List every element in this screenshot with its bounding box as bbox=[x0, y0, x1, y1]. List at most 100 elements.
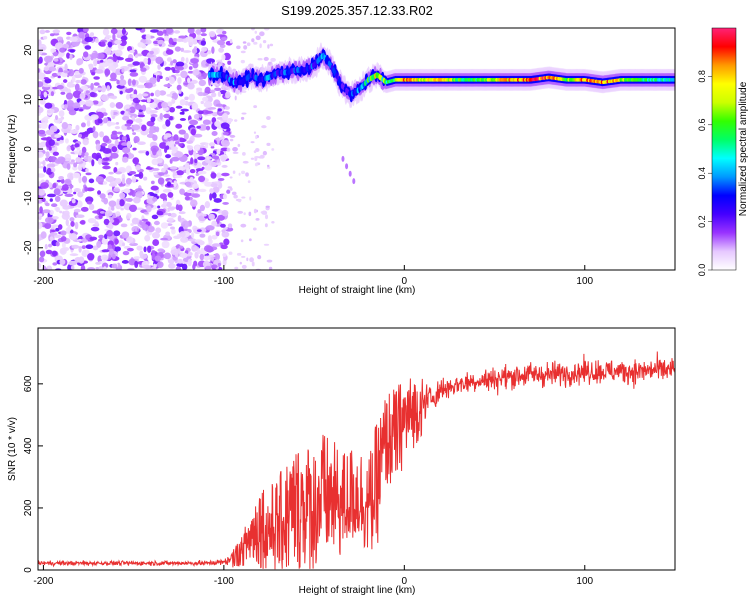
spectrogram-noise-mark bbox=[254, 156, 260, 159]
spectrogram-noise-mark bbox=[121, 260, 129, 264]
spectrogram-noise-mark bbox=[163, 200, 168, 206]
spectrogram-noise-mark bbox=[170, 156, 180, 162]
spectrogram-noise-mark bbox=[102, 28, 110, 36]
x-tick-label: 0 bbox=[402, 276, 408, 287]
spectrogram-noise-mark bbox=[187, 77, 191, 84]
spectrogram-noise-mark bbox=[221, 172, 230, 177]
spectrogram-noise-mark bbox=[211, 220, 218, 227]
spectrogram-noise-mark bbox=[215, 231, 220, 237]
spectrogram-noise-mark bbox=[64, 63, 68, 71]
spectrogram-noise-mark bbox=[110, 109, 114, 117]
spectrogram-noise-mark bbox=[161, 167, 166, 173]
spectrogram-noise-mark bbox=[180, 108, 189, 112]
spectrogram-noise-mark bbox=[171, 228, 176, 235]
spectrogram-noise-mark bbox=[109, 102, 116, 108]
spectrogram-noise-mark bbox=[38, 68, 41, 73]
spectrogram-noise-mark bbox=[135, 191, 143, 199]
spectrogram-noise-mark bbox=[57, 224, 63, 230]
spectrogram-noise-mark bbox=[179, 137, 184, 142]
spectrogram-noise-mark bbox=[185, 181, 192, 187]
spectrogram-noise-mark bbox=[74, 221, 79, 230]
spectrogram-noise-mark bbox=[38, 173, 45, 178]
spectrogram-noise-mark bbox=[119, 90, 123, 95]
spectrogram-noise-mark bbox=[120, 35, 128, 41]
spectrogram-noise-mark bbox=[104, 68, 111, 76]
spectrogram-noise-mark bbox=[234, 119, 238, 122]
spectrogram-noise-mark bbox=[253, 150, 257, 154]
spectrogram-noise-mark bbox=[222, 30, 227, 35]
spectrogram-noise-mark bbox=[188, 66, 193, 70]
spectrogram-noise-mark bbox=[38, 56, 43, 64]
spectrogram-noise-mark bbox=[226, 147, 231, 152]
spectrogram-noise-mark bbox=[60, 236, 67, 242]
spectrogram-noise-mark bbox=[178, 211, 186, 215]
spectrogram-noise-mark bbox=[159, 142, 167, 149]
spectrogram-noise-mark bbox=[72, 165, 78, 171]
spectrogram-noise-mark bbox=[80, 79, 87, 85]
spectrogram-noise-mark bbox=[97, 158, 102, 165]
spectrogram-noise-mark bbox=[134, 54, 139, 59]
spectrogram-noise-mark bbox=[136, 245, 143, 251]
spectrogram-noise-mark bbox=[134, 260, 139, 269]
spectrogram-noise-mark bbox=[82, 138, 89, 146]
spectrogram-noise-mark bbox=[133, 256, 141, 259]
spectrogram-noise-mark bbox=[92, 100, 99, 105]
spectrogram-noise-mark bbox=[135, 164, 141, 171]
snr-x-axis: -200 -100 0 100 bbox=[33, 565, 594, 587]
spectrogram-noise-mark bbox=[231, 191, 237, 196]
spectrogram-noise-mark bbox=[111, 146, 118, 153]
spectrogram-noise-mark bbox=[221, 54, 226, 61]
spectrogram-noise-mark bbox=[271, 148, 275, 151]
spectrogram-noise-mark bbox=[42, 209, 51, 214]
spectrogram-noise-mark bbox=[190, 128, 197, 136]
spectrogram-noise-mark bbox=[266, 164, 270, 167]
spectrogram-noise-mark bbox=[113, 230, 121, 237]
spectrogram-noise-mark bbox=[178, 89, 182, 94]
spectrogram-noise-mark bbox=[170, 212, 177, 218]
spectrogram-noise-mark bbox=[43, 66, 50, 72]
spectrogram-noise-mark bbox=[238, 199, 242, 203]
spectrogram-noise-mark bbox=[69, 49, 75, 53]
spectrogram-noise-mark bbox=[156, 210, 164, 216]
spectrogram-noise-mark bbox=[95, 176, 105, 183]
spectrogram-noise-mark bbox=[98, 234, 105, 239]
spectrogram-noise-mark bbox=[246, 257, 249, 262]
spectrogram-noise-mark bbox=[189, 169, 196, 174]
spectrogram-noise-mark bbox=[183, 191, 192, 197]
spectrogram-noise-mark bbox=[157, 205, 161, 209]
spectrogram-noise-mark bbox=[54, 195, 61, 203]
spectrogram-noise-mark bbox=[126, 236, 134, 244]
spectrogram-noise-mark bbox=[253, 208, 257, 214]
spectrogram-noise-mark bbox=[129, 106, 136, 114]
spectrogram-noise-mark bbox=[216, 148, 221, 155]
spectrogram-noise-mark bbox=[80, 85, 88, 90]
spectrogram-noise-mark bbox=[193, 133, 203, 138]
spectrogram-noise-mark bbox=[240, 50, 246, 54]
spectrogram-noise-mark bbox=[262, 40, 267, 44]
spectrogram-noise-mark bbox=[101, 249, 110, 253]
spectrogram-noise-mark bbox=[144, 128, 151, 132]
spectrogram-noise-mark bbox=[101, 262, 109, 269]
spectrogram-noise-mark bbox=[190, 58, 199, 64]
spectrogram-noise-mark bbox=[138, 150, 144, 154]
spectrogram-noise-mark bbox=[44, 243, 48, 250]
x-tick-label: 100 bbox=[576, 576, 593, 587]
spectrogram-noise-mark bbox=[197, 91, 204, 97]
spectrogram-noise-mark bbox=[200, 33, 207, 37]
spectrogram-noise-mark bbox=[100, 41, 106, 47]
spectrogram-noise-mark bbox=[96, 52, 105, 60]
spectrogram-noise-mark bbox=[251, 261, 255, 267]
spectrogram-noise-mark bbox=[124, 123, 132, 127]
spectrogram-noise-mark bbox=[216, 136, 220, 145]
spectrogram-noise-mark bbox=[189, 199, 198, 207]
spectrogram-noise-mark bbox=[82, 164, 86, 169]
spectrogram-noise-mark bbox=[129, 72, 139, 77]
spectrogram-noise-mark bbox=[147, 225, 155, 233]
spectrogram-noise-mark bbox=[121, 177, 126, 185]
spectrogram-noise-mark bbox=[126, 126, 132, 130]
spectrogram-noise-mark bbox=[143, 246, 147, 253]
spectrogram-noise-mark bbox=[174, 69, 180, 74]
spectrogram-noise-mark bbox=[225, 91, 231, 99]
spectrogram-noise-mark bbox=[146, 120, 155, 127]
